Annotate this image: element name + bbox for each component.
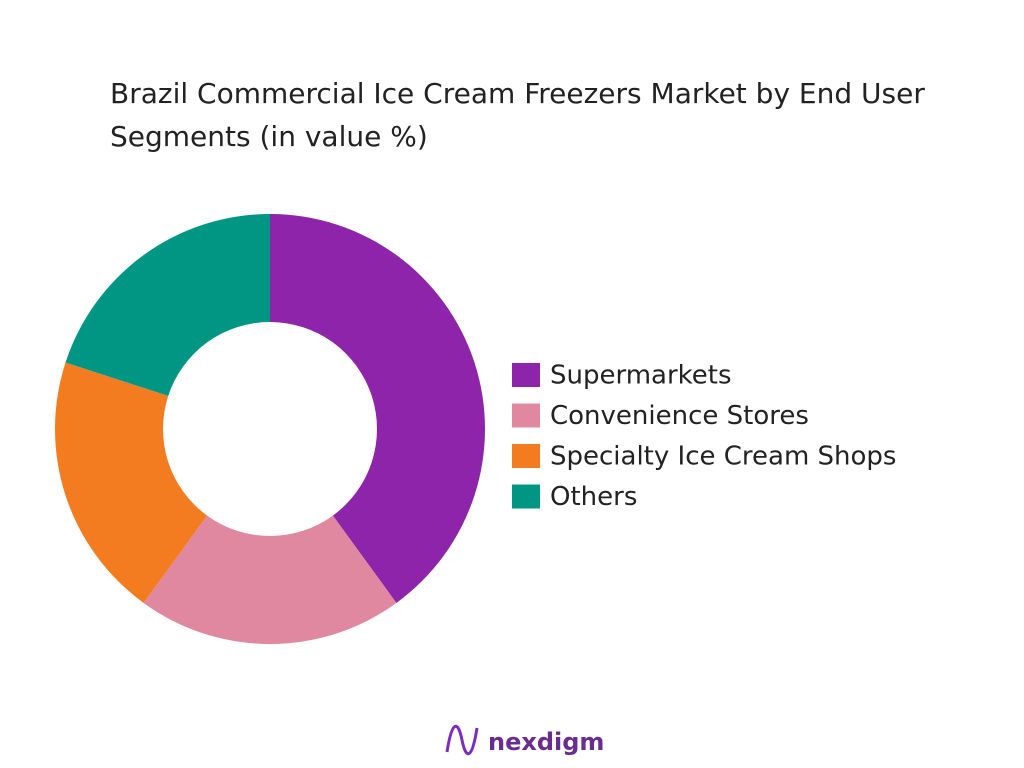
legend-swatch (512, 444, 540, 468)
legend-label: Others (550, 482, 637, 512)
donut-slice (143, 515, 397, 644)
legend-swatch (512, 363, 540, 387)
legend-label: Specialty Ice Cream Shops (550, 442, 896, 472)
legend-label: Convenience Stores (550, 401, 809, 431)
donut-slice (65, 214, 270, 396)
logo-text: nexdigm (488, 728, 604, 756)
donut-slice (270, 214, 486, 603)
legend-swatch (512, 403, 540, 428)
chart-title: Brazil Commercial Ice Cream Freezers Mar… (110, 77, 925, 153)
logo: nexdigm (445, 725, 604, 756)
logo-icon (445, 725, 479, 755)
legend-swatch (512, 484, 540, 509)
donut-slice (55, 362, 208, 603)
legend-label: Supermarkets (550, 361, 732, 391)
